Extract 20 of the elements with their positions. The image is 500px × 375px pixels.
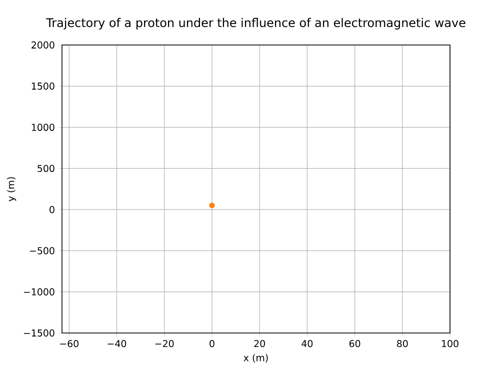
- y-tick-label: 2000: [32, 41, 54, 49]
- y-tick-label: −1000: [24, 288, 54, 296]
- y-tick-label: −1500: [24, 329, 54, 337]
- x-tick-label: −20: [155, 340, 174, 348]
- x-tick-label: 40: [302, 340, 313, 348]
- y-tick-label: 1000: [32, 124, 54, 131]
- y-axis-title: y (m): [6, 177, 16, 202]
- x-tick-label: 20: [254, 340, 265, 348]
- y-tick-label: 500: [38, 164, 54, 172]
- x-tick-label: −60: [60, 340, 78, 348]
- x-tick-label: 100: [442, 340, 458, 348]
- x-tick-label: 60: [349, 340, 360, 348]
- y-tick-label: 0: [50, 206, 54, 214]
- x-tick-label: 80: [397, 340, 408, 348]
- x-axis-title: x (m): [244, 354, 268, 362]
- y-tick-label: −500: [30, 247, 54, 254]
- x-tick-label: −40: [108, 340, 126, 348]
- chart-title: Trajectory of a proton under the influence of an electromagnetic wave: [46, 18, 466, 30]
- x-tick-label: 0: [210, 340, 214, 348]
- y-tick-label: 1500: [32, 82, 54, 90]
